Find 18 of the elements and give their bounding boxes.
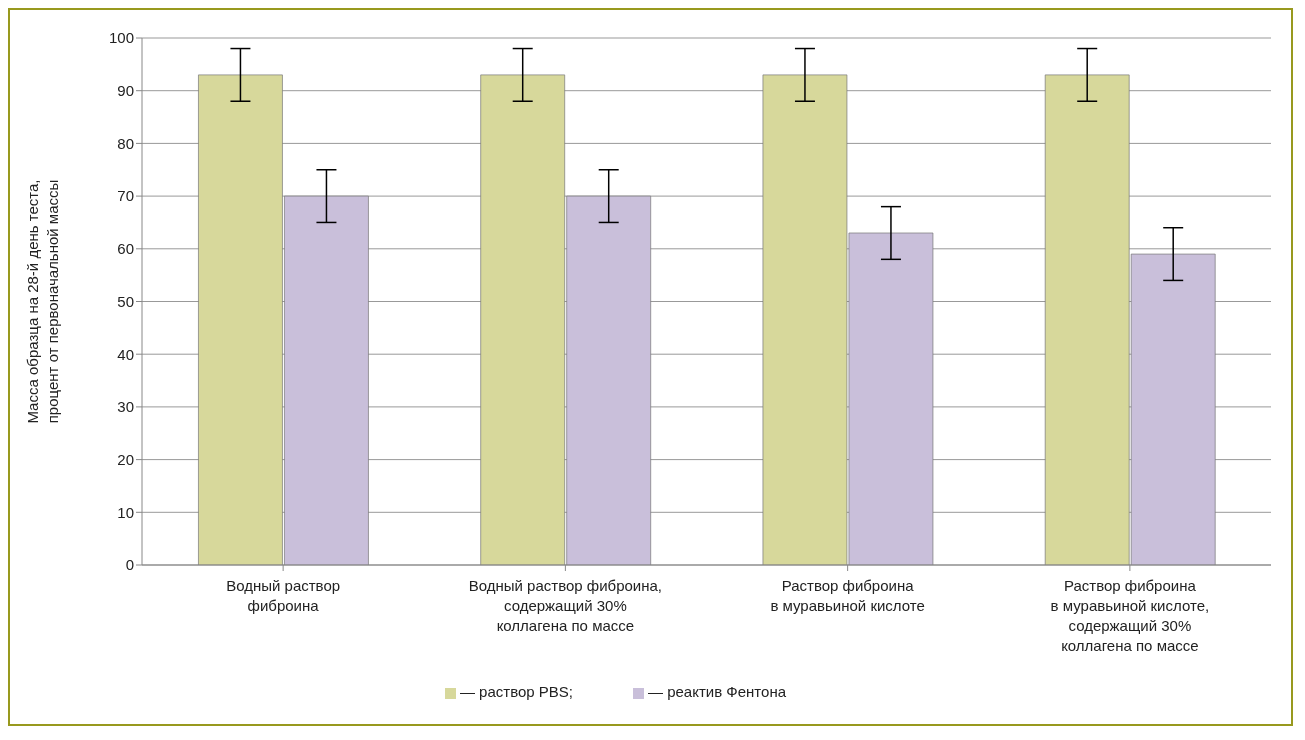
y-tick-label: 30 <box>117 398 134 416</box>
legend-label: — реактив Фентона <box>648 683 787 700</box>
y-axis-title: Масса образца на 28-й день теста, процент от первоначальной массы <box>24 179 61 424</box>
x-tick-label: Раствор фиброина в муравьиной кислоте <box>770 577 925 614</box>
legend-label: — раствор PBS; <box>459 683 574 700</box>
y-tick-label: 40 <box>117 345 134 363</box>
y-tick-label: 100 <box>108 29 134 47</box>
x-tick-label: Раствор фиброина в муравьиной кислоте, содержащий 30% коллагена по массе <box>1050 577 1210 654</box>
y-tick-label: 70 <box>117 187 134 205</box>
x-tick-label: Водный раствор фиброина, содержащий 30% коллагена по массе <box>468 577 663 634</box>
y-tick-label: 90 <box>117 82 134 100</box>
y-tick-label: 80 <box>117 134 134 152</box>
y-tick-label: 50 <box>117 292 134 310</box>
x-tick-label: Водный раствор фиброина <box>226 577 341 614</box>
y-tick-label: 0 <box>125 556 134 574</box>
y-tick-label: 60 <box>117 240 134 258</box>
y-tick-label: 10 <box>117 503 134 521</box>
y-tick-label: 20 <box>117 450 134 468</box>
